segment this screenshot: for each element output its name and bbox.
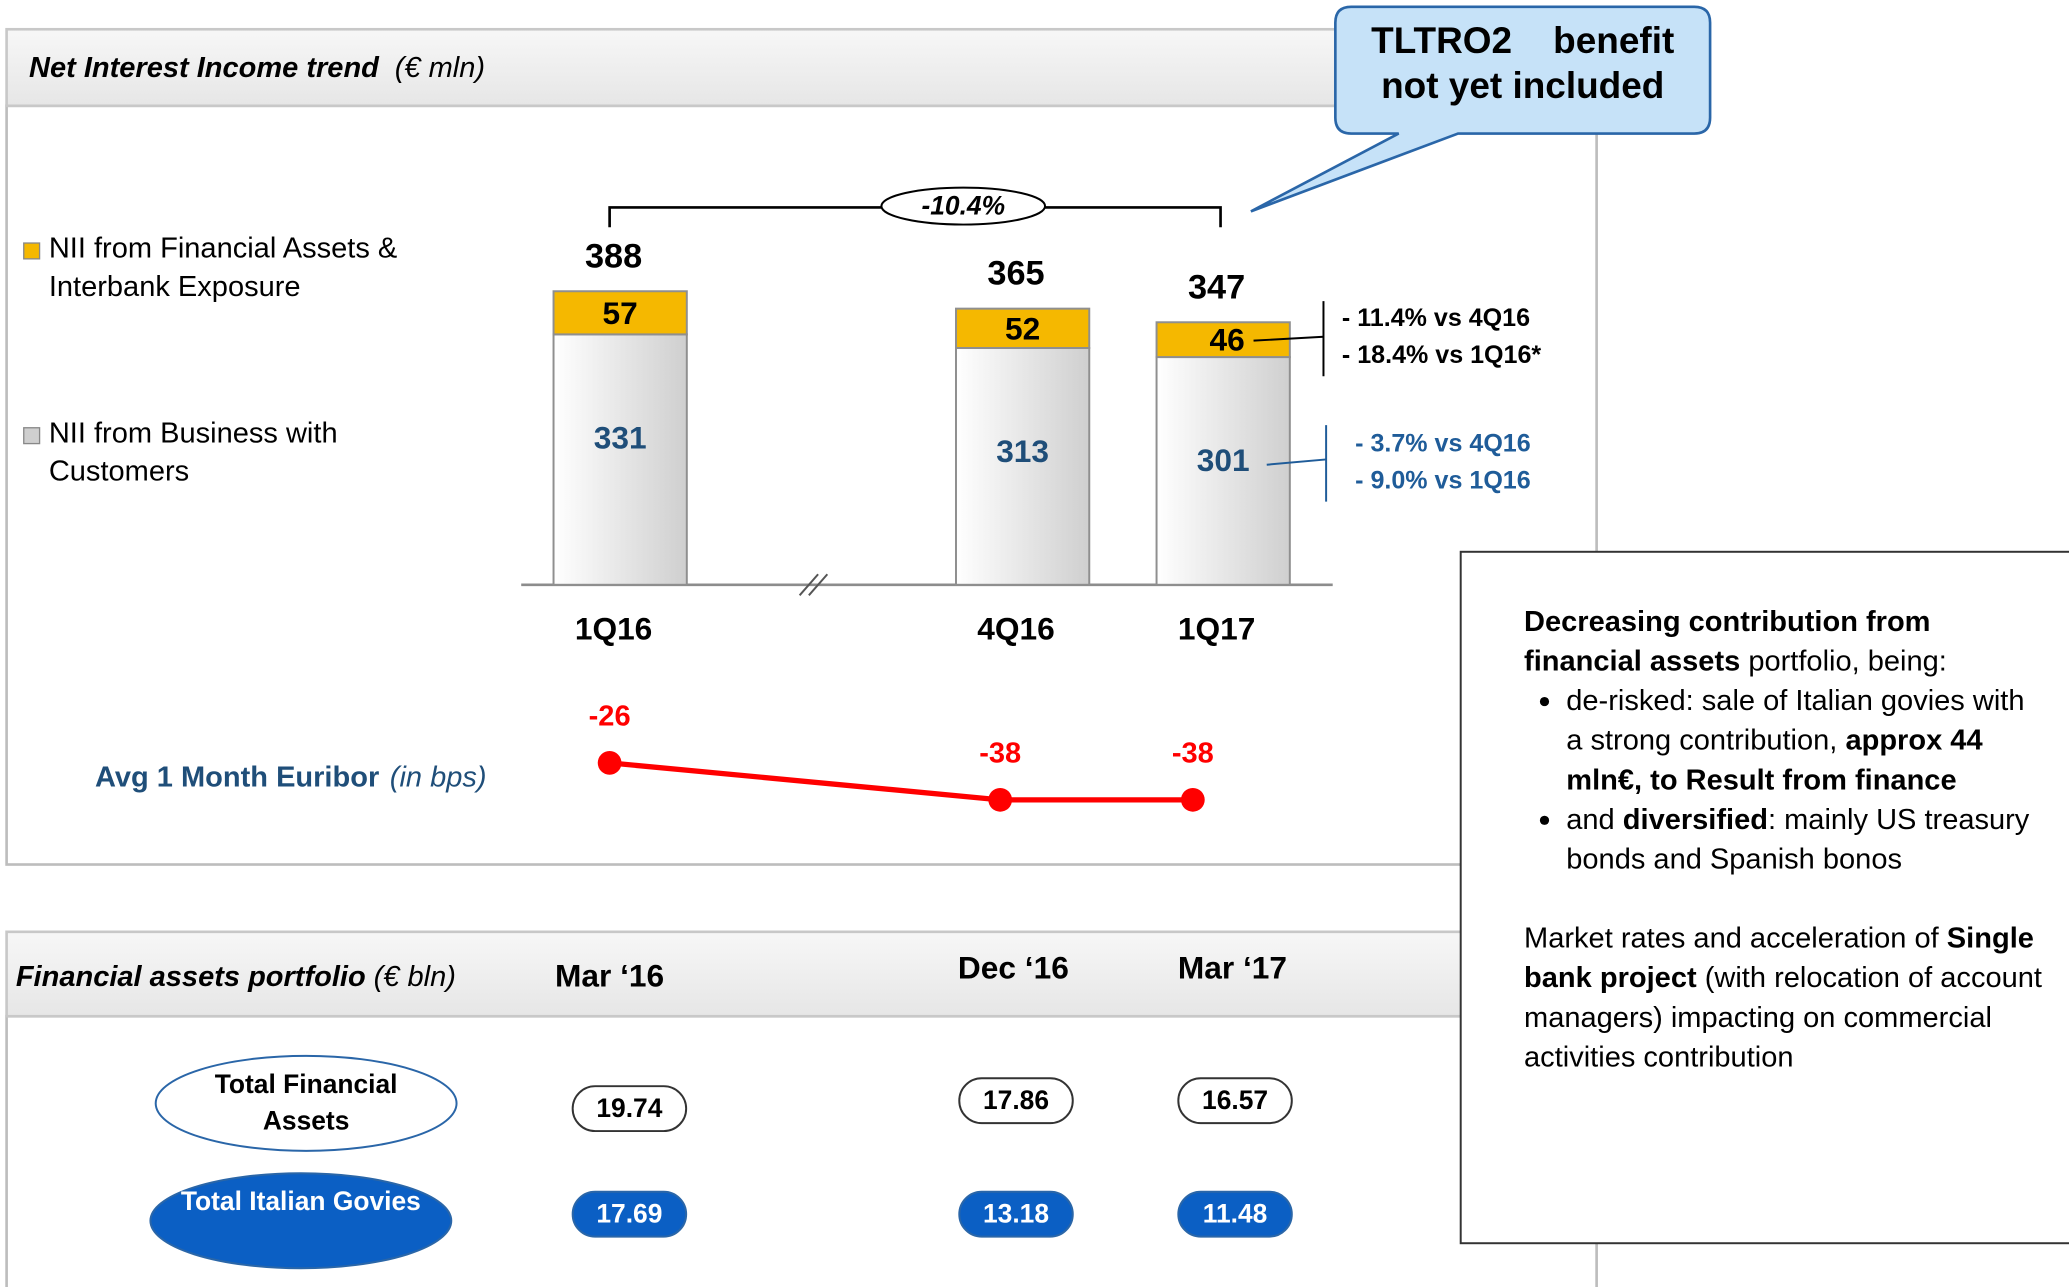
note-bullet: and diversified: mainly US treasury bond… — [1566, 800, 2045, 879]
nii-title-text: Net Interest Income trend — [29, 52, 380, 84]
text: portfolio, being: — [1740, 644, 1947, 678]
row-label: Total Financial Assets — [214, 1070, 398, 1137]
column-header: Dec ‘16 — [958, 949, 1069, 985]
axis-break — [798, 573, 819, 596]
bar-segment — [552, 333, 688, 586]
text: Market rates and acceleration of — [1524, 921, 1947, 955]
line-value-label: -38 — [1172, 738, 1214, 770]
line-value-label: -38 — [979, 738, 1021, 770]
x-tick-label: 1Q17 — [1178, 610, 1255, 646]
value-text: 16.57 — [1202, 1085, 1268, 1115]
bar-value-label: 46 — [1210, 322, 1245, 358]
portfolio-title: Financial assets portfolio (€ bln) — [16, 961, 456, 993]
callout-text: TLTRO2 benefit not yet included — [1371, 20, 1685, 106]
bar-segment — [552, 290, 688, 336]
total-label: 365 — [987, 255, 1044, 293]
row-label-ellipse — [154, 1054, 458, 1152]
line-point — [597, 751, 622, 775]
nii-unit: (€ mln) — [395, 52, 485, 84]
bar-value-label: 331 — [594, 419, 647, 455]
bar-value-label: 301 — [1197, 442, 1250, 478]
column-header: Mar ‘16 — [555, 957, 664, 993]
note-bullets: de-risked: sale of Italian govies with a… — [1524, 681, 2045, 879]
bar-value-label: 57 — [603, 295, 638, 331]
portfolio-title-text: Financial assets portfolio — [16, 961, 366, 993]
annotation-text: - 18.4% vs 1Q16* — [1342, 341, 1541, 369]
text: (with relocation of account managers) im… — [1524, 960, 2042, 1074]
nii-panel — [5, 104, 1598, 866]
value-pill — [958, 1190, 1074, 1238]
value-text: 17.69 — [596, 1198, 662, 1228]
annotation-text: - 3.7% vs 4Q16 — [1355, 430, 1531, 458]
portfolio-unit: (€ bln) — [374, 961, 456, 993]
note-bullet: de-risked: sale of Italian govies with a… — [1566, 681, 2045, 800]
row-label-ellipse — [149, 1172, 453, 1270]
legend-marker — [23, 242, 41, 260]
total-label: 388 — [585, 237, 642, 275]
column-header: Mar ‘17 — [1178, 949, 1287, 985]
bold-text: diversified — [1622, 802, 1768, 836]
annotation-text: - 9.0% vs 1Q16 — [1355, 466, 1531, 494]
bold-text: approx 44 mln€, to Result from finance — [1566, 723, 1983, 796]
legend-entry: NII from Financial Assets & Interbank Ex… — [48, 231, 398, 303]
bar-value-label: 313 — [996, 433, 1049, 469]
note-box — [1459, 550, 2069, 1245]
annotation-leader — [1253, 335, 1324, 342]
legend-entry-text: NII from Business with Customers — [48, 415, 338, 488]
text: : mainly US treasury bonds and Spanish b… — [1566, 802, 2030, 876]
legend-marker — [23, 427, 41, 445]
line-point — [1180, 787, 1205, 812]
bar-segment — [954, 307, 1091, 349]
line-point — [988, 787, 1013, 812]
callout-shape — [1250, 5, 1712, 213]
annotation-leader — [1266, 458, 1327, 466]
line-title-text: Avg 1 Month Euribor — [95, 761, 379, 793]
legend-entry-text: NII from Financial Assets & Interbank Ex… — [48, 231, 398, 303]
bold-text: Decreasing contribution from financial a… — [1524, 604, 1931, 678]
note-content: Decreasing contribution from financial a… — [1524, 602, 2045, 1077]
nii-header — [5, 27, 1598, 108]
value-pill — [571, 1085, 688, 1133]
line-title: Avg 1 Month Euribor (in bps) — [95, 761, 487, 793]
portfolio-header — [5, 930, 1598, 1018]
line-subtitle: (in bps) — [390, 761, 487, 793]
value-pill — [571, 1190, 688, 1238]
value-pill — [958, 1077, 1074, 1125]
bold-text: Single bank project — [1524, 921, 2034, 994]
note: Decreasing contribution from financial a… — [1524, 602, 2045, 1222]
x-tick-label: 1Q16 — [575, 610, 652, 646]
axis-break — [808, 573, 829, 596]
value-pill — [1177, 1190, 1293, 1238]
bar-segment — [1155, 356, 1291, 586]
change-ellipse — [880, 186, 1047, 226]
value-text: 13.18 — [983, 1198, 1049, 1228]
callout-box: TLTRO2 benefit not yet included — [1371, 20, 1685, 106]
value-text: 17.86 — [983, 1085, 1049, 1115]
note-intro: Decreasing contribution from financial a… — [1524, 602, 2045, 681]
change-label: -10.4% — [921, 190, 1005, 220]
line-value-label: -26 — [589, 701, 631, 733]
row-label: Total Italian Govies — [180, 1187, 421, 1217]
row-label-text: Total Financial Assets — [214, 1070, 398, 1137]
value-pill — [1177, 1077, 1293, 1125]
annotation-text: - 11.4% vs 4Q16 — [1342, 304, 1530, 332]
text: and — [1566, 802, 1623, 836]
value-text: 11.48 — [1203, 1198, 1268, 1228]
row-label-text: Total Italian Govies — [180, 1187, 421, 1217]
value-text: 19.74 — [596, 1093, 662, 1123]
nii-title: Net Interest Income trend (€ mln) — [29, 52, 485, 84]
legend-entry: NII from Business with Customers — [48, 415, 338, 488]
bar-segment — [954, 347, 1091, 586]
total-label: 347 — [1188, 268, 1245, 306]
bar-value-label: 52 — [1005, 310, 1040, 346]
note-outro: Market rates and acceleration of Single … — [1524, 919, 2045, 1077]
text: de-risked: sale of Italian govies with a… — [1566, 683, 2025, 757]
x-tick-label: 4Q16 — [977, 610, 1054, 646]
